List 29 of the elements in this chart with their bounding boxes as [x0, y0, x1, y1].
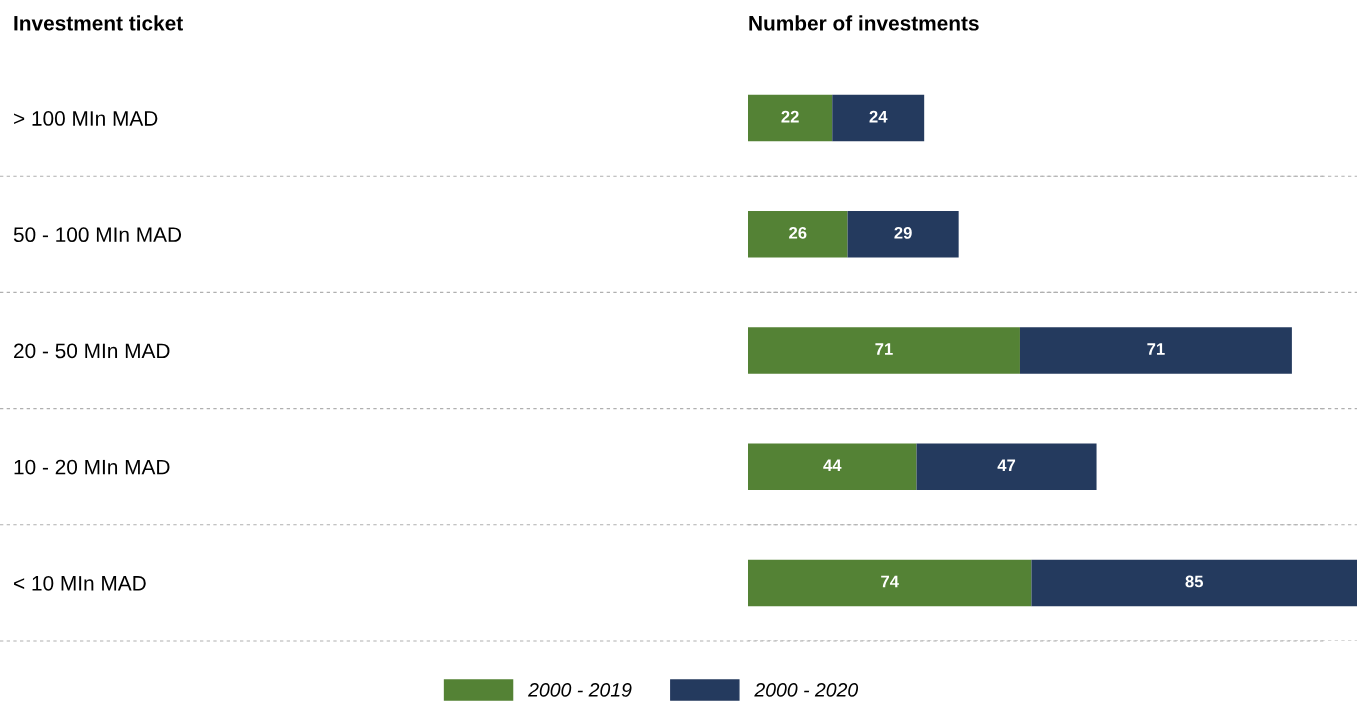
- bar: [748, 443, 917, 490]
- bar: [832, 94, 925, 142]
- bar: [916, 443, 1097, 490]
- data-label: 47: [997, 459, 1016, 472]
- x-axis-title: Number of investments: [749, 15, 979, 31]
- legend-label: 2000 - 2019: [528, 683, 632, 697]
- data-label: 71: [875, 343, 893, 355]
- data-label: 85: [1185, 575, 1204, 588]
- bar: [748, 327, 1020, 374]
- data-label: 29: [894, 226, 912, 239]
- y-tick-label: 50 - 100 MIn MAD: [13, 227, 182, 243]
- bar: [847, 211, 959, 258]
- bar: [1031, 559, 1357, 607]
- bar: [748, 211, 848, 258]
- bar: [748, 94, 833, 142]
- y-tick-label: 20 - 50 MIn MAD: [14, 343, 170, 359]
- data-label: 26: [789, 226, 807, 239]
- data-label: 24: [869, 110, 888, 123]
- y-tick-label: > 100 MIn MAD: [14, 111, 158, 126]
- data-label: 22: [781, 110, 799, 123]
- y-tick-label: 10 - 20 MIn MAD: [14, 459, 170, 475]
- bar: [1019, 327, 1292, 374]
- data-label: 71: [1147, 343, 1165, 355]
- bar: [748, 559, 1032, 607]
- data-label: 74: [881, 575, 899, 588]
- data-label: 44: [823, 459, 842, 472]
- y-axis-title: Investment ticket: [14, 15, 183, 31]
- legend-label: 2000 - 2020: [754, 683, 859, 697]
- y-tick-label: < 10 MIn MAD: [14, 575, 146, 591]
